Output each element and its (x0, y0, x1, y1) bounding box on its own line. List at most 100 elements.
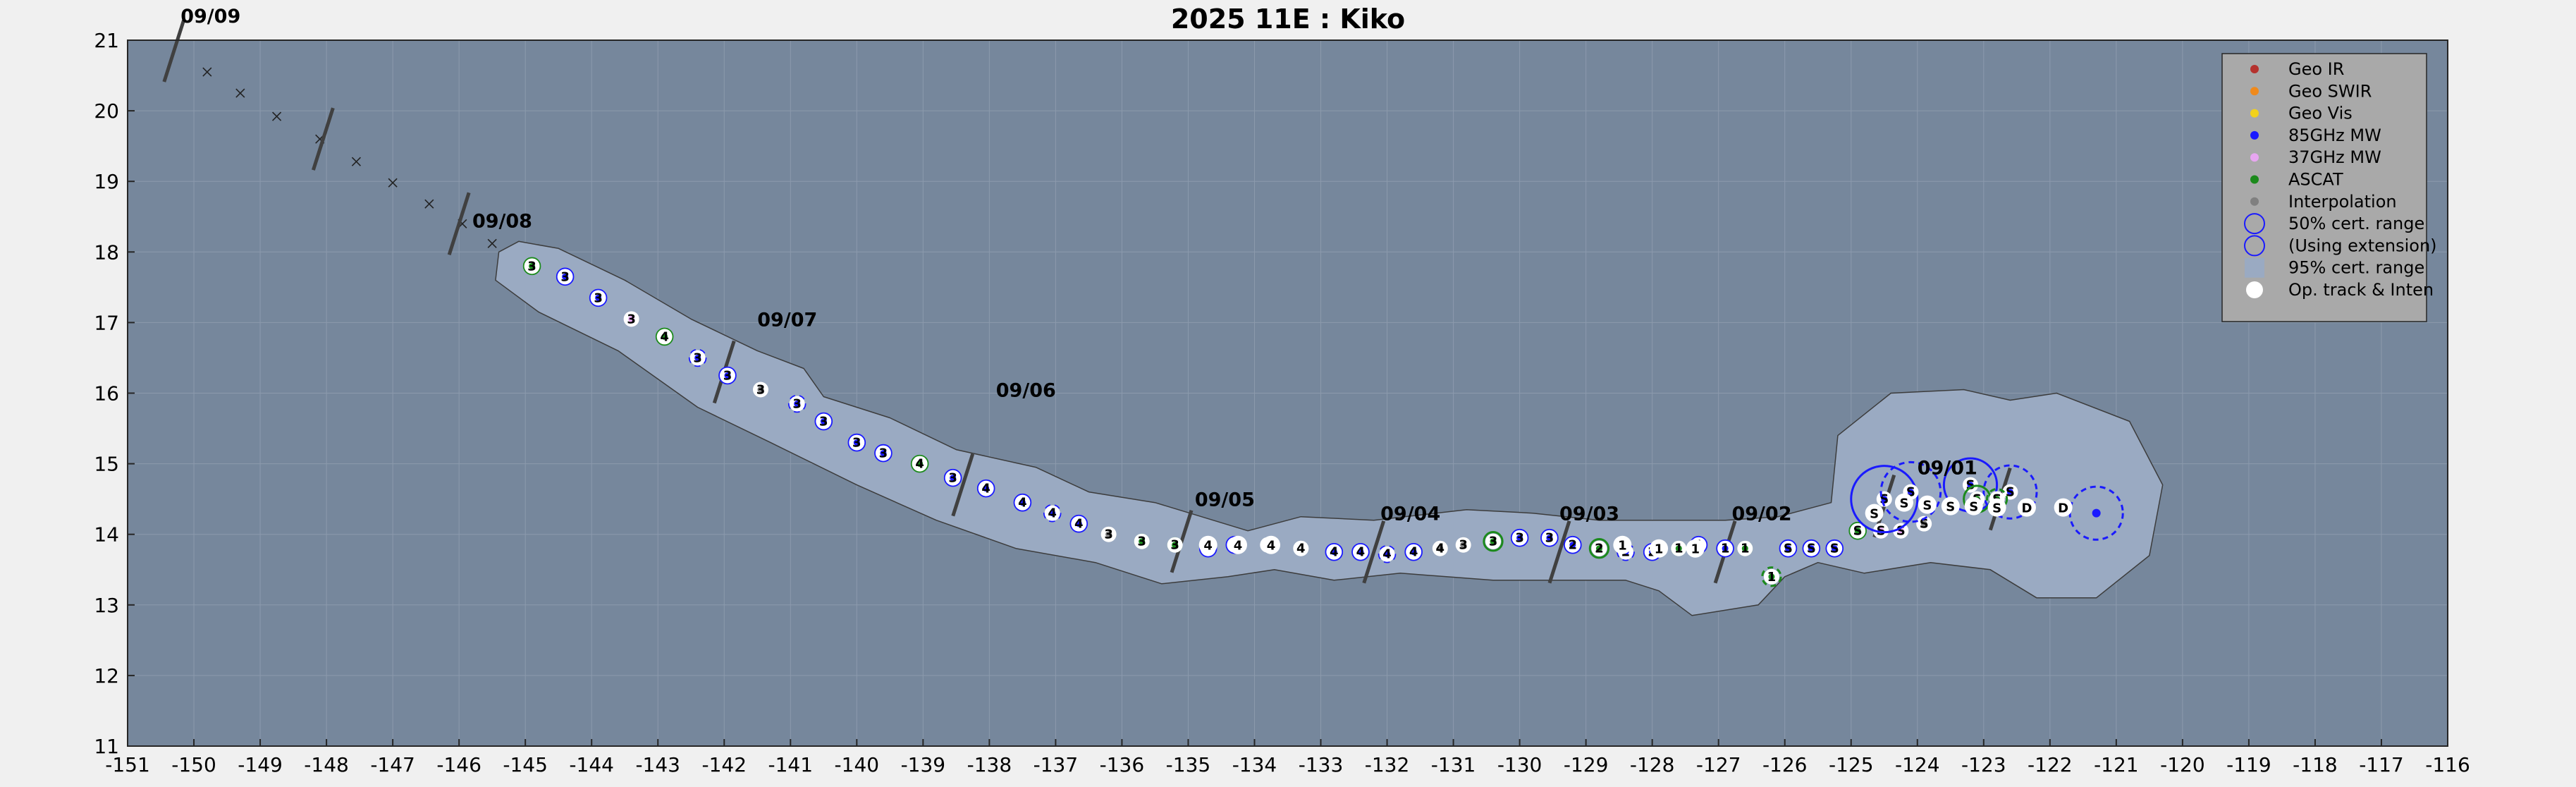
fix-center-dot (1920, 520, 1927, 527)
fix-intensity-label: 4 (660, 329, 669, 344)
op-track-dot (1865, 504, 1884, 523)
x-tick-label: -142 (701, 753, 747, 776)
fix-center-dot (1881, 496, 1888, 503)
fix-center-dot (1854, 527, 1861, 535)
fix-center-dot (1410, 549, 1417, 556)
fix-certainty-circle (1043, 504, 1062, 523)
op-track-dot (1686, 539, 1705, 558)
fix-center-dot (794, 401, 801, 408)
chart-title: 2025 11E : Kiko (1171, 4, 1405, 35)
fix-center-dot (1490, 538, 1497, 545)
y-tick-label: 14 (94, 523, 119, 547)
x-tick-label: -122 (2028, 753, 2073, 776)
op-intensity-label: S (1969, 500, 1978, 515)
x-tick-label: -123 (1961, 753, 2006, 776)
fix-center-dot (1808, 545, 1815, 552)
fix-certainty-circle (874, 444, 893, 463)
x-tick-label: -126 (1762, 753, 1808, 776)
date-tick (312, 107, 335, 171)
fix-certainty-circle (1982, 464, 2038, 520)
fix-center-dot (1907, 489, 1914, 496)
fix-intensity-label: S (1853, 524, 1863, 539)
track-marker (351, 157, 361, 166)
fix-certainty-circle (522, 257, 541, 276)
x-tick-label: -141 (768, 753, 814, 776)
fix-intensity-label: 3 (1104, 527, 1113, 542)
track-marker (487, 238, 497, 248)
op-intensity-label: 1 (1691, 542, 1700, 557)
certainty-envelope-area (495, 240, 2164, 616)
op-intensity-label: 4 (1234, 539, 1243, 554)
fix-center-dot (1297, 545, 1304, 552)
fix-intensity-label: 4 (1018, 496, 1027, 511)
fix-center-dot (1569, 542, 1576, 549)
fix-center-dot (757, 386, 764, 393)
op-intensity-label: 4 (1267, 539, 1276, 554)
op-intensity-label: 1 (1655, 542, 1664, 557)
fix-center-dot (661, 333, 668, 340)
fix-center-dot (1460, 542, 1467, 549)
x-tick-label: -145 (503, 753, 548, 776)
track-marker (202, 67, 212, 77)
fix-certainty-circle (589, 288, 608, 307)
fix-intensity-label: 1 (1767, 570, 1777, 585)
x-tick-label: -120 (2160, 753, 2205, 776)
fix-certainty-circle (556, 267, 575, 286)
track-marker (271, 111, 282, 121)
legend-label: (Using extension) (2288, 236, 2437, 255)
op-intensity-label: S (1946, 500, 1955, 515)
x-tick-label: -135 (1166, 753, 1211, 776)
y-tick-label: 20 (94, 99, 119, 123)
fix-intensity-label: 4 (1048, 506, 1057, 521)
legend-label: 50% cert. range (2288, 214, 2424, 233)
fix-center-dot (950, 475, 957, 482)
fix-intensity-label: 3 (723, 368, 732, 383)
legend-circle (2244, 235, 2265, 257)
legend-white-dot (2246, 281, 2263, 298)
y-tick-label: 18 (94, 240, 119, 264)
track-marker (388, 178, 398, 188)
fix-intensity-label: 1 (1741, 542, 1750, 556)
fix-intensity-label: 4 (1436, 542, 1445, 556)
date-tick (447, 192, 471, 256)
fix-center-dot (820, 418, 827, 425)
fix-center-dot (1741, 545, 1748, 552)
fix-center-dot (1105, 531, 1112, 538)
date-label: 09/09 (180, 6, 240, 28)
fix-certainty-circle (1802, 539, 1821, 558)
date-tick (1362, 520, 1386, 584)
x-tick-label: -149 (238, 753, 283, 776)
fix-center-dot (1831, 545, 1838, 552)
op-track-dot (2017, 498, 2036, 517)
legend-label: 85GHz MW (2288, 126, 2381, 145)
fix-intensity-label: 3 (948, 471, 957, 486)
fix-intensity-label: 4 (1074, 517, 1084, 532)
fix-certainty-circle (1716, 539, 1734, 558)
fix-certainty-circle (1069, 514, 1088, 533)
op-track-dot (1261, 535, 1280, 554)
fix-intensity-label: 2 (1569, 538, 1578, 553)
fix-center-dot (880, 450, 887, 457)
legend-label: Interpolation (2288, 192, 2397, 212)
fix-center-dot (853, 439, 860, 446)
fix-center-dot (1595, 545, 1602, 552)
fix-intensity-label: 3 (879, 446, 888, 461)
legend-circle (2244, 213, 2265, 235)
axis-ticks: -151 -150 -149 -148 -147 -146 -145 -144 -143 -142… (94, 29, 2470, 776)
fix-center-dot (1075, 520, 1082, 527)
fix-certainty-circle (1761, 566, 1782, 587)
fix-center-dot (1139, 538, 1146, 545)
fix-certainty-circle (688, 348, 707, 367)
fix-certainty-circle (1564, 535, 1582, 554)
fix-center-dot (595, 294, 602, 301)
track-marker (235, 88, 245, 98)
fix-certainty-circle (1588, 538, 1610, 559)
fix-center-dot (1357, 549, 1364, 556)
fix-certainty-circle (1879, 460, 1942, 523)
fix-center-dot (916, 460, 924, 468)
fix-intensity-label: 3 (756, 382, 766, 397)
op-intensity-label: S (1922, 499, 1932, 513)
fix-center-dot (1330, 549, 1337, 556)
date-label: 09/01 (1918, 458, 1977, 480)
x-tick-label: -121 (2094, 753, 2139, 776)
